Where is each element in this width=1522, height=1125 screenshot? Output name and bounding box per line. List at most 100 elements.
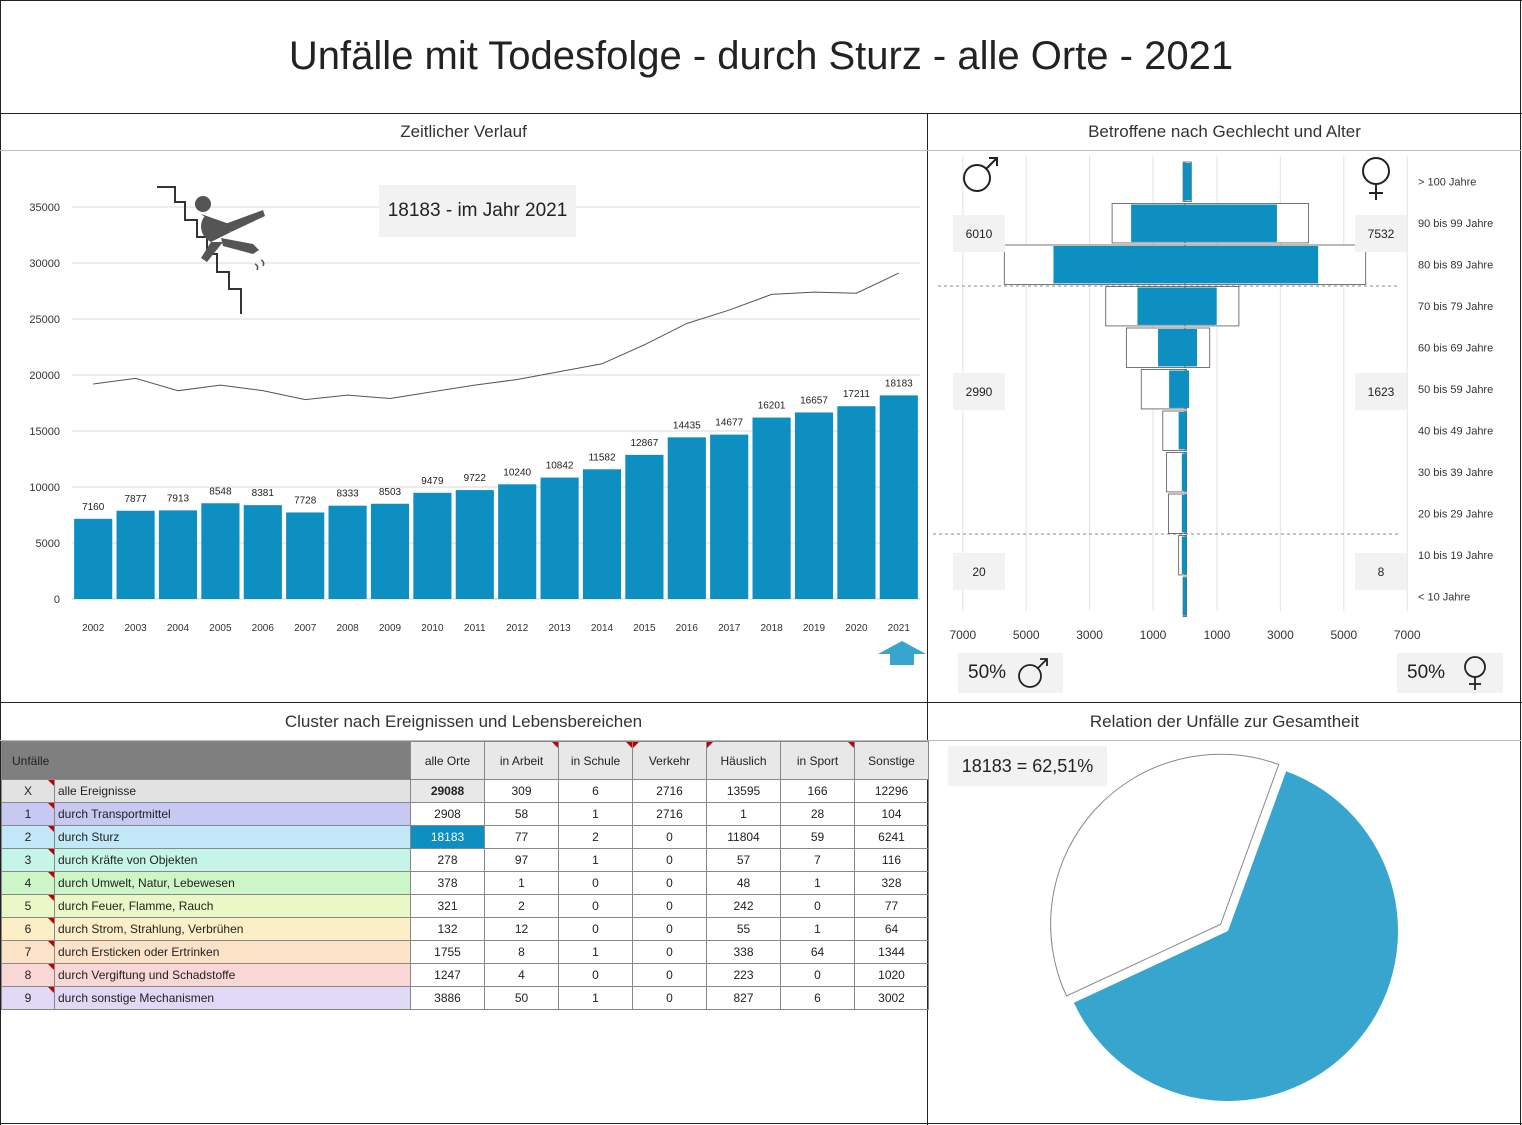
table-cell: 116	[854, 848, 929, 872]
bar	[158, 510, 198, 599]
male-fall-bar	[1183, 163, 1185, 201]
female-fall-bar	[1185, 536, 1187, 574]
table-cell: 1	[780, 917, 855, 941]
table-cell: 64	[854, 917, 929, 941]
pie-slice-rest	[1050, 753, 1280, 997]
age-category-label: < 10 Jahre	[1418, 592, 1470, 604]
data-label: 10240	[503, 467, 531, 478]
x-tick-label: 5000	[1330, 628, 1357, 642]
data-label: 18183	[885, 378, 913, 389]
header-in-sport: in Sport	[780, 741, 855, 780]
row-code: 2	[1, 825, 55, 849]
table-cell: 328	[854, 871, 929, 895]
table-cell: 321	[410, 894, 485, 918]
up-arrow-icon	[878, 641, 926, 665]
timeline-panel-title: Zeitlicher Verlauf	[400, 122, 527, 141]
table-cell: 0	[632, 986, 707, 1010]
x-tick-label: 2005	[209, 623, 232, 634]
table-cell: 6241	[854, 825, 929, 849]
data-label: 8548	[209, 486, 232, 497]
female-fall-bar	[1185, 412, 1187, 450]
table-cell: 309	[484, 779, 559, 803]
relation-callout: 18183 = 62,51%	[948, 746, 1107, 786]
table-cell: 4	[484, 963, 559, 987]
data-label: 9722	[464, 473, 487, 484]
table-cell: 104	[854, 802, 929, 826]
age-category-label: > 100 Jahre	[1418, 177, 1476, 189]
male-group-label-high: 6010	[953, 215, 1005, 252]
bar	[413, 492, 452, 599]
table-cell: 1	[558, 986, 633, 1010]
table-cell: 0	[558, 871, 633, 895]
table-cell: 1344	[854, 940, 929, 964]
bar	[328, 505, 367, 599]
table-row: 4 durch Umwelt, Natur, Lebewesen 378 1 0 0 48 1…	[1, 871, 929, 895]
male-fall-bar	[1169, 370, 1185, 408]
table-cell: 18183	[410, 825, 485, 849]
header-verkehr: Verkehr	[632, 741, 707, 780]
x-tick-label: 2008	[336, 623, 359, 634]
data-label: 14435	[673, 420, 701, 431]
table-cell: 0	[558, 917, 633, 941]
table-cell: 50	[484, 986, 559, 1010]
table-cell: 64	[780, 940, 855, 964]
female-fall-bar	[1185, 287, 1217, 325]
female-fall-bar	[1185, 453, 1187, 491]
table-cell: 77	[854, 894, 929, 918]
table-cell: 0	[558, 963, 633, 987]
male-fall-bar	[1181, 536, 1185, 574]
male-fall-bar	[1181, 453, 1185, 491]
table-row: 2 durch Sturz 18183 77 2 0 11804 59 6241	[1, 825, 929, 849]
data-label: 8333	[336, 489, 359, 500]
row-code: 1	[1, 802, 55, 826]
bar	[710, 434, 749, 599]
data-label: 12867	[630, 438, 658, 449]
table-row: 6 durch Strom, Strahlung, Verbrühen 132 12 0…	[1, 917, 929, 941]
row-label: durch Umwelt, Natur, Lebewesen	[54, 871, 411, 895]
data-label: 16201	[758, 401, 786, 412]
female-symbol-icon	[1464, 656, 1486, 690]
header-unfaelle: Unfälle	[1, 741, 411, 780]
female-fall-bar	[1185, 329, 1198, 367]
row-label: durch Strom, Strahlung, Verbrühen	[54, 917, 411, 941]
table-cell: 6	[780, 986, 855, 1010]
y-tick-label: 20000	[29, 370, 60, 382]
cluster-panel-title: Cluster nach Ereignissen und Lebensberei…	[284, 712, 643, 731]
table-row: 9 durch sonstige Mechanismen 3886 50 1 0 827 6 3…	[1, 986, 929, 1010]
bar	[879, 395, 918, 599]
table-cell: 378	[410, 871, 485, 895]
x-tick-label: 2017	[718, 623, 741, 634]
table-cell: 58	[484, 802, 559, 826]
table-cell: 166	[780, 779, 855, 803]
row-code: 8	[1, 963, 55, 987]
table-cell: 0	[632, 848, 707, 872]
row-label: durch sonstige Mechanismen	[54, 986, 411, 1010]
data-label: 7877	[124, 494, 147, 505]
bar	[625, 454, 664, 599]
x-tick-label: 1000	[1140, 628, 1167, 642]
x-tick-label: 2020	[845, 623, 868, 634]
falling-person-stairs-icon	[157, 186, 265, 314]
male-symbol-icon	[1018, 658, 1048, 688]
y-tick-label: 10000	[29, 482, 60, 494]
table-cell: 1020	[854, 963, 929, 987]
male-symbol-icon	[963, 157, 998, 192]
relation-panel-title: Relation der Unfälle zur Gesamtheit	[1089, 712, 1360, 731]
x-tick-label: 3000	[1076, 628, 1103, 642]
table-cell: 1	[558, 848, 633, 872]
data-label: 10842	[546, 461, 574, 472]
male-fall-bar	[1137, 287, 1185, 325]
bar	[837, 406, 876, 599]
table-cell: 0	[780, 894, 855, 918]
male-fall-bar	[1131, 204, 1185, 242]
x-tick-label: 2006	[252, 623, 275, 634]
header-in-schule: in Schule	[558, 741, 633, 780]
female-fall-bar	[1185, 246, 1319, 284]
pie-slice-fall	[1073, 771, 1398, 1101]
table-cell: 338	[706, 940, 781, 964]
table-cell: 0	[632, 963, 707, 987]
table-cell: 1	[706, 802, 781, 826]
age-category-label: 60 bis 69 Jahre	[1418, 343, 1493, 355]
x-tick-label: 2013	[548, 623, 571, 634]
male-share-value: 50%	[968, 662, 1007, 683]
